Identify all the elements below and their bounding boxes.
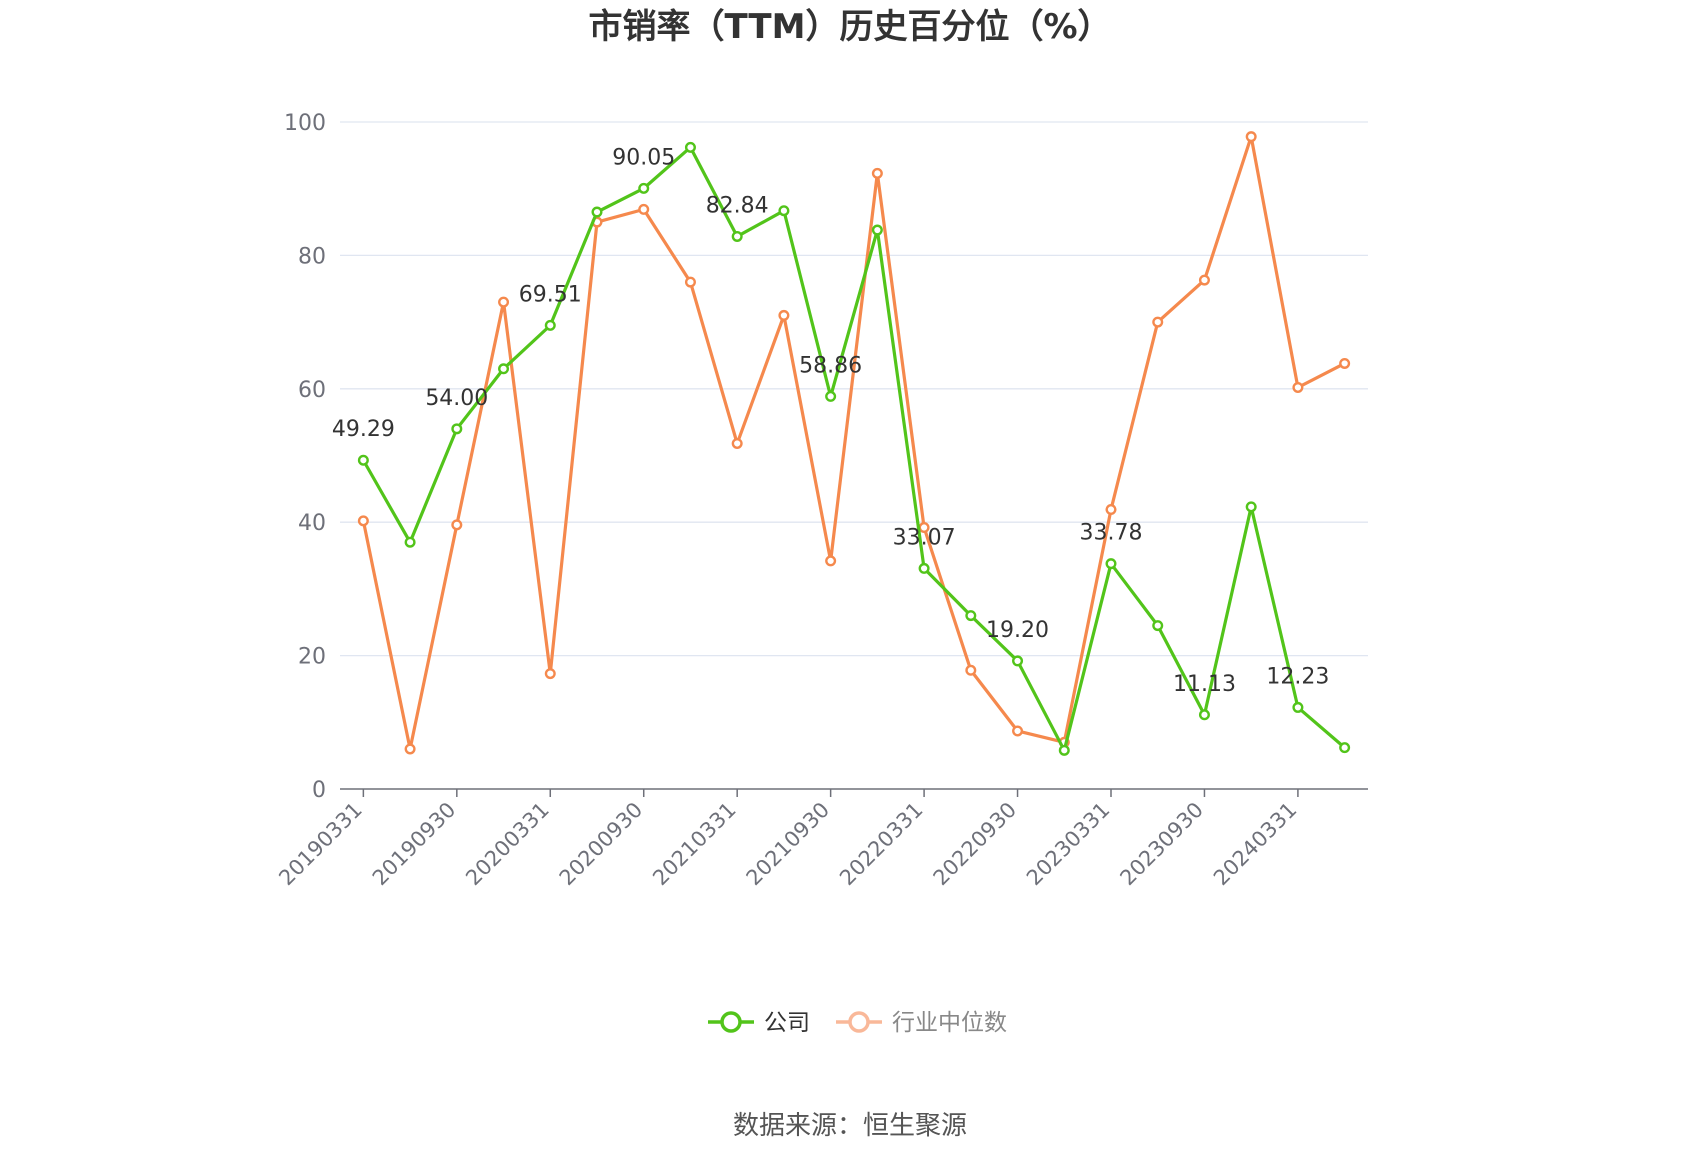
- data-label: 11.13: [1173, 672, 1236, 697]
- data-point: [357, 454, 369, 466]
- x-tick-label: 20220331: [835, 798, 928, 891]
- x-tick-label: 20190930: [368, 798, 461, 891]
- data-point: [404, 743, 416, 755]
- x-tick-label: 20240331: [1209, 798, 1302, 891]
- data-point: [1245, 501, 1257, 513]
- data-point: [1105, 504, 1117, 516]
- data-point: [1012, 655, 1024, 667]
- data-point: [871, 224, 883, 236]
- data-point: [965, 664, 977, 676]
- data-point: [1012, 725, 1024, 737]
- data-point: [1245, 131, 1257, 143]
- data-point: [1152, 316, 1164, 328]
- data-point: [1152, 620, 1164, 632]
- data-label: 58.86: [799, 353, 862, 378]
- axes: 0 20 40 60 80 100 20190331 20190930 20200331 2020…: [274, 111, 1368, 890]
- data-labels: 49.29 54.00 69.51 90.05 82.84 58.86 33.07 19.20…: [332, 145, 1330, 696]
- data-point: [965, 610, 977, 622]
- x-tick-label: 20200930: [555, 798, 648, 891]
- data-label: 49.29: [332, 417, 395, 442]
- data-point: [684, 276, 696, 288]
- series-lines: [357, 131, 1351, 756]
- data-source: 数据来源：恒生聚源: [733, 1111, 967, 1141]
- x-tick-label: 20190331: [274, 798, 367, 891]
- data-point: [1339, 357, 1351, 369]
- y-tick-label: 80: [298, 244, 326, 269]
- series-line: [361, 145, 1346, 752]
- data-point: [871, 167, 883, 179]
- data-point: [638, 182, 650, 194]
- data-point: [918, 562, 930, 574]
- chart-title: 市销率（TTM）历史百分位（%）: [588, 7, 1111, 47]
- data-point: [1105, 558, 1117, 570]
- legend-circle-icon: [848, 1011, 870, 1033]
- grid-lines: [340, 121, 1368, 657]
- x-tick-label: 20220930: [929, 798, 1022, 891]
- data-point: [684, 141, 696, 153]
- data-point: [1198, 709, 1210, 721]
- data-point: [544, 668, 556, 680]
- x-tick-label: 20200331: [461, 798, 554, 891]
- y-tick-label: 100: [284, 111, 326, 136]
- data-point: [357, 515, 369, 527]
- y-tick-label: 60: [298, 378, 326, 403]
- legend-label: 行业中位数: [892, 1010, 1007, 1036]
- data-label: 90.05: [612, 145, 675, 170]
- data-point: [498, 296, 510, 308]
- x-tick-label: 20210331: [648, 798, 741, 891]
- x-tick-label: 20230930: [1115, 798, 1208, 891]
- data-point: [731, 437, 743, 449]
- y-tick-label: 0: [312, 778, 326, 803]
- legend-item[interactable]: 行业中位数: [836, 1010, 1007, 1036]
- data-point: [404, 536, 416, 548]
- data-point: [1198, 274, 1210, 286]
- data-point: [1058, 744, 1070, 756]
- data-label: 54.00: [425, 386, 488, 411]
- data-label: 33.07: [893, 525, 956, 550]
- data-point: [638, 203, 650, 215]
- y-tick-label: 40: [298, 511, 326, 536]
- data-label: 82.84: [706, 193, 769, 218]
- data-label: 12.23: [1266, 664, 1329, 689]
- legend[interactable]: 公司 行业中位数: [708, 1010, 1007, 1036]
- x-tick-label: 20230331: [1022, 798, 1115, 891]
- data-label: 69.51: [519, 282, 582, 307]
- y-tick-label: 20: [298, 645, 326, 670]
- legend-circle-icon: [720, 1011, 742, 1033]
- data-point: [1292, 381, 1304, 393]
- data-label: 33.78: [1080, 521, 1143, 546]
- data-point: [1292, 701, 1304, 713]
- data-point: [498, 363, 510, 375]
- legend-item[interactable]: 公司: [708, 1010, 810, 1036]
- data-point: [778, 309, 790, 321]
- data-point: [778, 205, 790, 217]
- data-label: 19.20: [986, 618, 1049, 643]
- data-point: [825, 390, 837, 402]
- data-point: [1339, 742, 1351, 754]
- data-point: [825, 555, 837, 567]
- data-point: [731, 230, 743, 242]
- x-tick-label: 20210930: [742, 798, 835, 891]
- legend-label: 公司: [764, 1010, 810, 1036]
- data-point: [451, 519, 463, 531]
- data-point: [591, 206, 603, 218]
- data-point: [451, 423, 463, 435]
- data-point: [544, 319, 556, 331]
- series-line: [361, 135, 1346, 751]
